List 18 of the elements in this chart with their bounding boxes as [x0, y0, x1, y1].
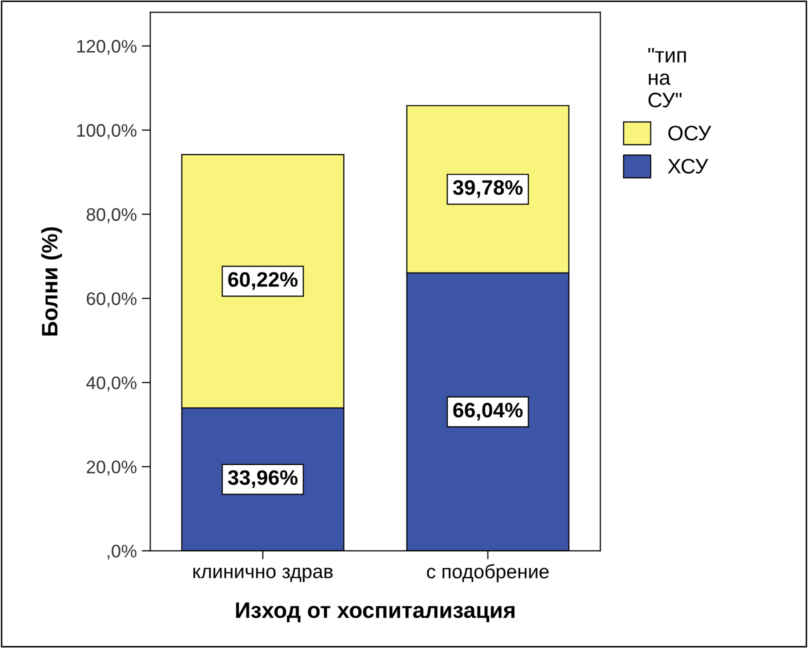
legend-label: ХСУ: [668, 158, 708, 174]
x-tick-label: с подобрение: [426, 564, 549, 582]
y-tick-label: 60,0%: [86, 292, 136, 308]
y-tick-label: 120,0%: [77, 40, 136, 55]
y-tick-label: 40,0%: [86, 376, 136, 392]
y-tick-label: 20,0%: [86, 460, 136, 476]
x-tick-label: клинично здрав: [193, 568, 333, 582]
y-axis-title: Болни (%): [41, 227, 62, 336]
legend-label: ОСУ: [668, 126, 712, 140]
y-tick-label: ,0%: [108, 544, 136, 560]
data-label: 39,78%: [452, 180, 523, 198]
data-label: 66,04%: [453, 402, 523, 420]
legend-title: "тип на СУ": [648, 48, 686, 108]
x-axis-title: Изход от хоспитализация: [236, 602, 514, 622]
data-label: 33,96%: [228, 470, 298, 488]
y-tick-label: 80,0%: [86, 208, 136, 224]
y-tick-label: 100,0%: [77, 124, 136, 139]
data-label: 60,22%: [228, 272, 298, 290]
